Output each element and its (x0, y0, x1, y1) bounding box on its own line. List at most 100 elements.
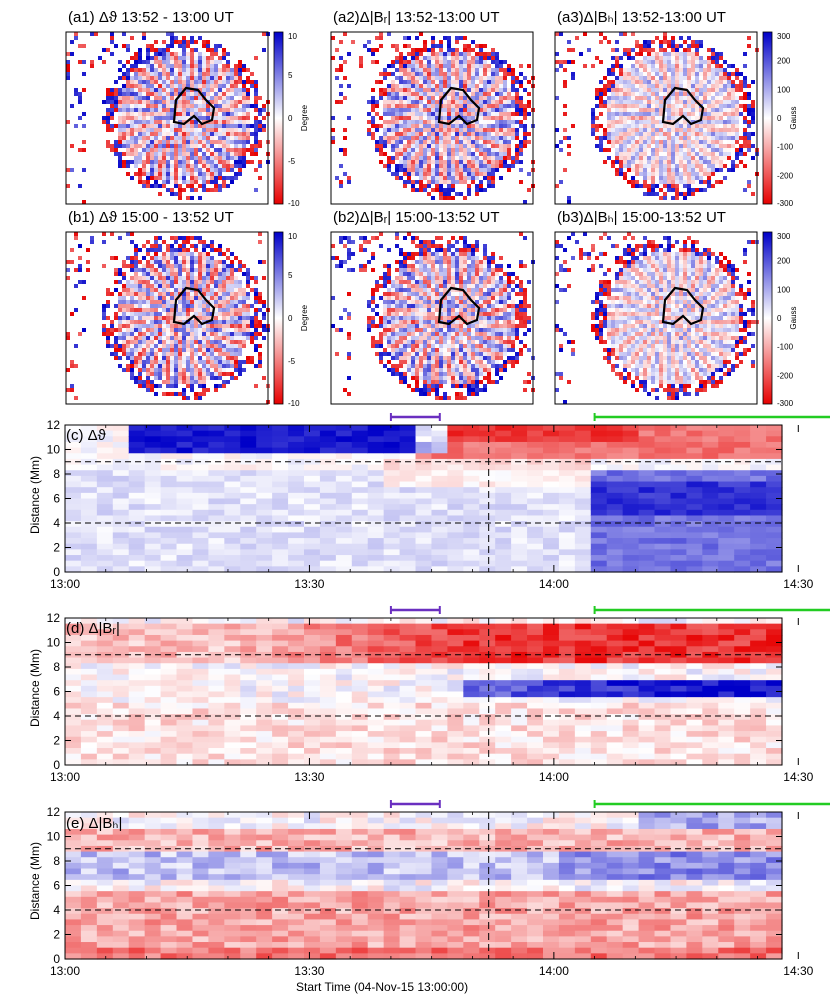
map-a1: 10 5 0 -5 -10 Degree (65, 31, 309, 208)
y-tick-label: 12 (47, 611, 61, 625)
y-tick-label: 6 (53, 685, 60, 699)
colorbar-tick-label: 10 (288, 32, 297, 41)
y-tick-label: 6 (53, 879, 60, 893)
colorbar-tick-label: -300 (777, 399, 794, 408)
contour-line (172, 86, 216, 126)
y-tick-label: 0 (53, 952, 60, 966)
colorbar-tick-label: -5 (288, 357, 296, 366)
colorbar (762, 31, 773, 205)
x-tick-label: 13:30 (294, 770, 324, 784)
colorbar-tick-label: 100 (777, 85, 791, 94)
y-tick-label: 0 (53, 565, 60, 579)
x-tick-label: 14:00 (539, 770, 569, 784)
colorbar-unit: Gauss (789, 106, 798, 129)
y-tick-label: 4 (53, 709, 60, 723)
y-tick-label: 10 (47, 443, 61, 457)
x-tick-label: 14:30 (783, 770, 813, 784)
map-b3: 300 200 100 0 -100 -200 -300 Gauss (554, 231, 798, 408)
colorbar-unit: Degree (300, 304, 309, 331)
colorbar-tick-label: 300 (777, 232, 791, 241)
contour-line (437, 286, 481, 326)
y-tick-label: 6 (53, 492, 60, 506)
x-tick-label: 14:00 (539, 964, 569, 978)
colorbar (273, 31, 284, 205)
y-tick-label: 0 (53, 758, 60, 772)
map-b1: 10 5 0 -5 -10 Degree (65, 231, 309, 408)
colorbar-tick-label: -100 (777, 143, 794, 152)
x-tick-label: 14:30 (783, 964, 813, 978)
colorbar-tick-label: -100 (777, 343, 794, 352)
colorbar-tick-label: 5 (288, 271, 293, 280)
colorbar-tick-label: 200 (777, 57, 791, 66)
x-tick-label: 13:00 (50, 770, 80, 784)
maps-layer: 1050-5-10Degree3002001000-100-200-300Gau… (65, 31, 798, 408)
map-frame (330, 231, 534, 405)
y-tick-label: 4 (53, 516, 60, 530)
map-frame (554, 31, 758, 205)
map-frame (65, 31, 269, 205)
ylabel-c: Distance (Mm) (28, 456, 42, 535)
colorbar-tick-label: -5 (288, 157, 296, 166)
map-a3: 300 200 100 0 -100 -200 -300 Gauss (554, 31, 798, 208)
map-title-b1: (b1) Δϑ 15:00 - 13:52 UT (68, 209, 234, 226)
colorbar-tick-label: 0 (288, 114, 293, 123)
colorbar-tick-label: 200 (777, 257, 791, 266)
x-tick-label: 14:30 (783, 577, 813, 591)
colorbar-tick-label: 0 (777, 114, 782, 123)
map-title-a3: (a3)Δ|Bₕ| 13:52-13:00 UT (557, 9, 726, 26)
ylabel-d: Distance (Mm) (28, 649, 42, 728)
heatmap-cells (65, 618, 783, 766)
y-tick-label: 2 (53, 928, 60, 942)
map-title-a2: (a2)Δ|Bᵣ| 13:52-13:00 UT (333, 9, 500, 26)
y-tick-label: 8 (53, 854, 60, 868)
colorbar-tick-label: 100 (777, 285, 791, 294)
map-title-b2: (b2)Δ|Bᵣ| 15:00-13:52 UT (333, 209, 500, 226)
colorbar-tick-label: 0 (288, 314, 293, 323)
colorbar-tick-label: -10 (288, 199, 300, 208)
y-tick-label: 8 (53, 660, 60, 674)
y-tick-label: 12 (47, 418, 61, 432)
contour-line (437, 86, 481, 126)
panel-title-d: (d) Δ|Bᵣ| (66, 620, 120, 637)
y-tick-label: 4 (53, 903, 60, 917)
x-tick-label: 13:30 (294, 964, 324, 978)
ylabel-e: Distance (Mm) (28, 842, 42, 921)
map-b2 (330, 231, 535, 405)
colorbar-tick-label: 5 (288, 71, 293, 80)
colorbar-unit: Degree (300, 104, 309, 131)
colorbar-tick-label: -200 (777, 371, 794, 380)
y-tick-label: 2 (53, 541, 60, 555)
contour-line (661, 286, 705, 326)
panel-title-c: (c) Δϑ (66, 427, 106, 444)
colorbar-unit: Gauss (789, 306, 798, 329)
colorbar-tick-label: 0 (777, 314, 782, 323)
y-tick-label: 8 (53, 467, 60, 481)
map-a2 (330, 31, 535, 205)
colorbar (273, 231, 284, 405)
map-frame (330, 31, 534, 205)
map-frame (65, 231, 269, 405)
y-tick-label: 10 (47, 830, 61, 844)
map-title-a1: (a1) Δϑ 13:52 - 13:00 UT (68, 9, 234, 26)
contour-line (172, 286, 216, 326)
colorbar (762, 231, 773, 405)
y-tick-label: 10 (47, 636, 61, 650)
panels-layer: 02468101213:0013:3014:0014:3015:00024681… (47, 413, 830, 978)
colorbar-tick-label: -200 (777, 171, 794, 180)
x-tick-label: 14:00 (539, 577, 569, 591)
xlabel-e: Start Time (04-Nov-15 13:00:00) (296, 980, 469, 994)
y-tick-label: 12 (47, 805, 61, 819)
colorbar-tick-label: -300 (777, 199, 794, 208)
y-tick-label: 2 (53, 734, 60, 748)
colorbar-tick-label: 300 (777, 32, 791, 41)
contour-line (661, 86, 705, 126)
colorbar-tick-label: 10 (288, 232, 297, 241)
heatmap-cells (65, 425, 783, 573)
map-title-b3: (b3)Δ|Bₕ| 15:00-13:52 UT (557, 209, 726, 226)
map-frame (554, 231, 758, 405)
heatmap-cells (65, 812, 783, 960)
colorbar-tick-label: -10 (288, 399, 300, 408)
